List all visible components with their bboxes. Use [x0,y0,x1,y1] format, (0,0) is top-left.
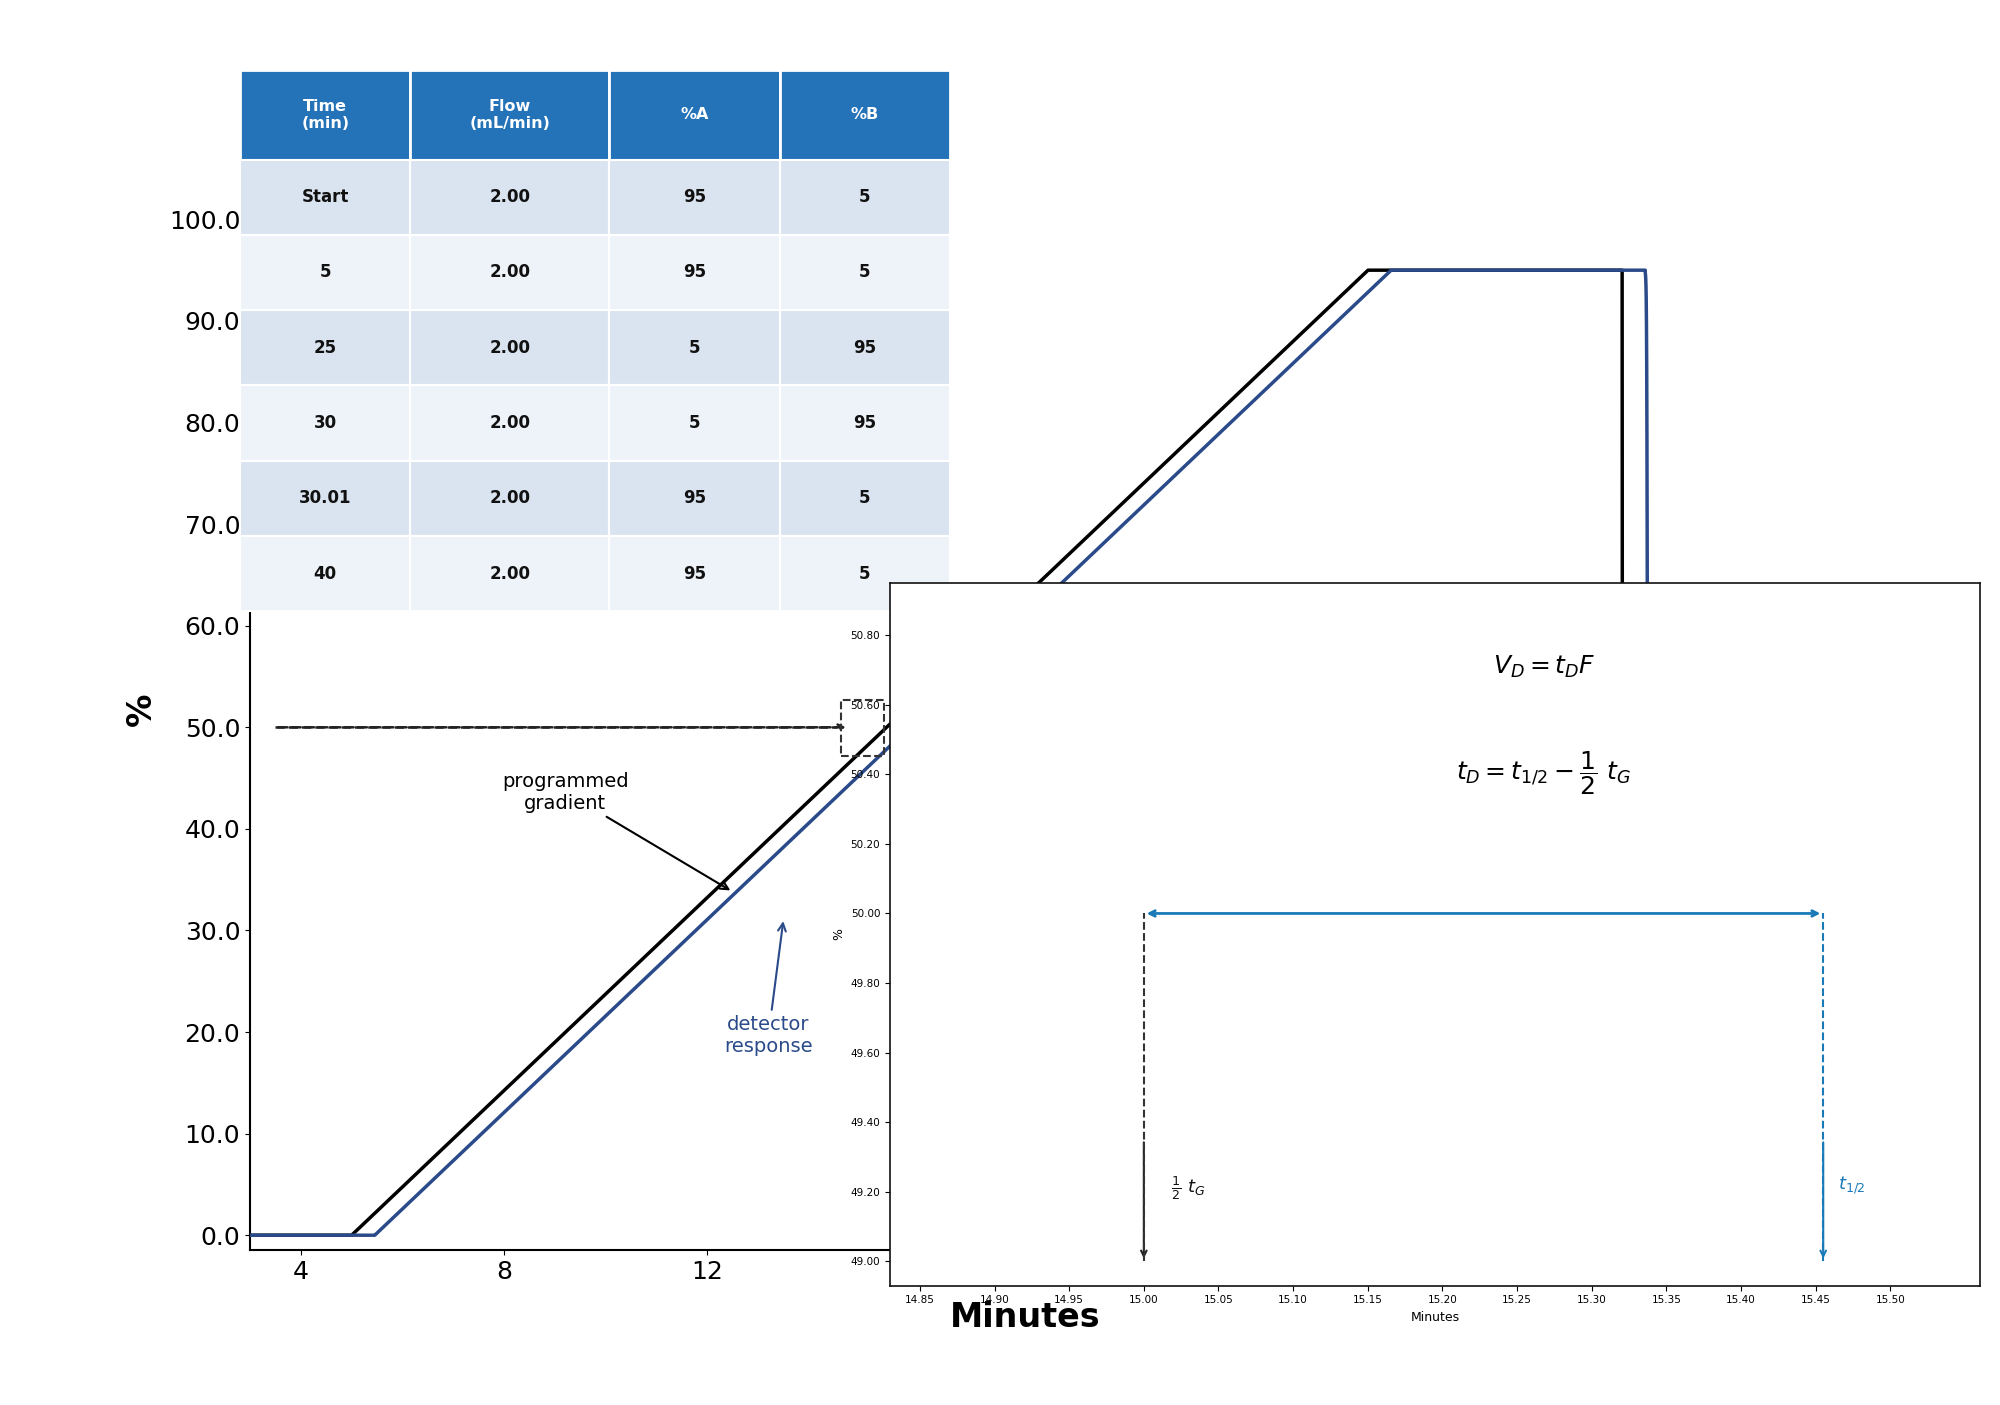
Bar [410,311,610,385]
Text: $t_{1/2}$: $t_{1/2}$ [1838,1175,1866,1196]
Text: detector
response: detector response [724,923,812,1057]
Bar [780,535,950,611]
Bar [610,461,780,535]
Bar [240,385,410,461]
Text: 30: 30 [314,414,336,431]
Text: 2.00: 2.00 [490,339,530,357]
Text: %B: %B [850,107,878,122]
Text: 2.00: 2.00 [490,414,530,431]
Bar [240,311,410,385]
Text: $V_D = t_D F$: $V_D = t_D F$ [1492,655,1596,680]
Text: Time
(min): Time (min) [302,98,350,131]
Bar [410,461,610,535]
Bar [410,160,610,235]
Text: 5: 5 [860,188,870,207]
Bar [780,385,950,461]
Text: Flow
(mL/min): Flow (mL/min) [470,98,550,131]
Bar [240,461,410,535]
Bar [240,535,410,611]
Y-axis label: %: % [832,929,844,940]
Text: 95: 95 [682,188,706,207]
Text: $t_D = t_{1/2} - \dfrac{1}{2}\ t_G$: $t_D = t_{1/2} - \dfrac{1}{2}\ t_G$ [1456,749,1632,797]
Bar [410,385,610,461]
Bar [780,70,950,160]
X-axis label: Minutes: Minutes [1410,1311,1460,1324]
Text: 5: 5 [860,489,870,507]
Text: 95: 95 [682,489,706,507]
Bar [410,70,610,160]
Text: 5: 5 [688,339,700,357]
Text: 5: 5 [860,565,870,583]
Text: %A: %A [680,107,708,122]
Y-axis label: %: % [124,693,158,726]
Bar [240,235,410,311]
Bar [610,311,780,385]
Text: 5: 5 [320,263,330,281]
Text: 5: 5 [688,414,700,431]
Text: Start: Start [302,188,348,207]
Text: 95: 95 [682,565,706,583]
Bar [240,70,410,160]
Text: 95: 95 [854,414,876,431]
Text: 2.00: 2.00 [490,489,530,507]
Text: 95: 95 [854,339,876,357]
Bar [240,160,410,235]
Bar [410,535,610,611]
Bar [610,385,780,461]
Bar [610,535,780,611]
Bar [780,160,950,235]
Text: 5: 5 [860,263,870,281]
Bar [610,235,780,311]
Text: 2.00: 2.00 [490,565,530,583]
Text: 2.00: 2.00 [490,263,530,281]
Bar [840,700,884,756]
Text: 95: 95 [682,263,706,281]
Text: 40: 40 [314,565,336,583]
Text: 25: 25 [314,339,336,357]
Bar [610,160,780,235]
Bar [780,311,950,385]
Bar [780,461,950,535]
Text: 30.01: 30.01 [298,489,352,507]
Text: $\frac{1}{2}\ t_G$: $\frac{1}{2}\ t_G$ [1170,1175,1206,1203]
Bar [610,70,780,160]
Bar [410,235,610,311]
Text: programmed
gradient: programmed gradient [502,771,728,889]
Text: 2.00: 2.00 [490,188,530,207]
Bar [780,235,950,311]
X-axis label: Minutes: Minutes [950,1301,1100,1333]
